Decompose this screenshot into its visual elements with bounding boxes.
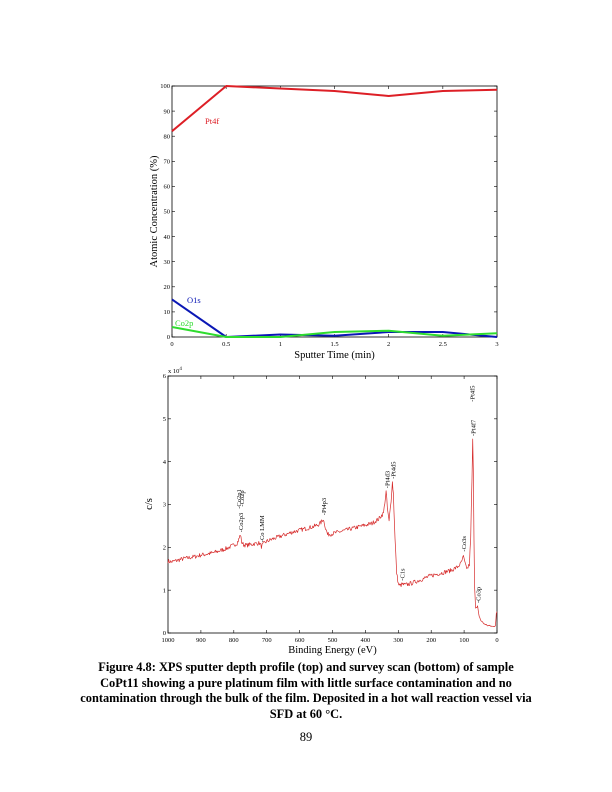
y-tick-label: 2: [163, 545, 166, 552]
series-label-co2p: Co2p: [175, 318, 193, 328]
x-tick-label: 500: [328, 637, 338, 644]
x-tick-label: 400: [361, 637, 371, 644]
y-tick-label: 0: [167, 334, 170, 341]
y-tick-label: 4: [163, 459, 167, 466]
peak-label: -Co2p: [239, 490, 246, 506]
x-axis-label: Binding Energy (eV): [288, 645, 377, 656]
y-tick-label: 40: [164, 234, 171, 241]
y-multiplier-label: x 104: [168, 367, 182, 375]
peak-label: -Co3p: [475, 587, 482, 603]
x-tick-label: 600: [295, 637, 305, 644]
x-tick-label: 2: [387, 341, 390, 348]
peak-label: -Co2p1: [236, 489, 243, 509]
y-tick-label: 90: [164, 108, 171, 115]
y-axis-label: Atomic Concentration (%): [149, 155, 160, 267]
series-label-pt4f: Pt4f: [205, 116, 219, 126]
y-tick-label: 3: [163, 502, 166, 509]
y-tick-label: 6: [163, 373, 167, 380]
peak-label: -Pt4p3: [321, 498, 328, 515]
x-tick-label: 0: [495, 637, 498, 644]
peak-label: -Co LMM: [259, 515, 266, 542]
y-axis-label: c/s: [144, 498, 155, 510]
plot-frame: [167, 375, 498, 634]
x-axis-label: Sputter Time (min): [294, 350, 375, 361]
y-tick-label: 70: [164, 159, 171, 166]
x-tick-label: 0: [170, 341, 173, 348]
x-tick-label: 1000: [162, 637, 175, 644]
x-tick-label: 200: [426, 637, 436, 644]
y-tick-label: 10: [164, 309, 171, 316]
series-label-o1s: O1s: [187, 295, 201, 305]
y-tick-label: 30: [164, 259, 171, 266]
peak-label: -C1s: [399, 568, 406, 581]
x-tick-label: 300: [393, 637, 403, 644]
x-tick-label: 3: [495, 341, 498, 348]
y-tick-label: 50: [164, 209, 171, 216]
y-tick-label: 100: [160, 83, 170, 90]
series-line-co2p: [171, 326, 498, 338]
peak-label: -Pt4d5: [391, 461, 398, 478]
x-tick-label: 1.5: [330, 341, 338, 348]
y-tick-label: 5: [163, 416, 166, 423]
peak-label: -Co3s: [461, 536, 468, 552]
y-tick-label: 0: [163, 630, 166, 637]
y-tick-label: 20: [164, 284, 171, 291]
y-tick-label: 80: [164, 133, 171, 140]
x-tick-label: 100: [459, 637, 469, 644]
y-tick-label: 1: [163, 587, 166, 594]
x-tick-label: 1: [279, 341, 282, 348]
peak-label: -Co2p3: [238, 513, 245, 533]
peak-label: -Pt4f7: [471, 419, 478, 436]
figure-caption: Figure 4.8: XPS sputter depth profile (t…: [80, 660, 532, 721]
series-line-pt4f: [171, 85, 498, 132]
x-tick-label: 700: [262, 637, 272, 644]
peak-label: -Pt4f5: [470, 385, 477, 401]
x-tick-label: 0.5: [222, 341, 230, 348]
survey-spectrum-line: [167, 438, 498, 628]
x-tick-label: 2.5: [439, 341, 447, 348]
y-tick-label: 60: [164, 184, 171, 191]
page-number: 89: [299, 730, 313, 744]
peak-label: -Pt4d3: [384, 471, 391, 488]
x-tick-label: 900: [196, 637, 206, 644]
x-tick-label: 800: [229, 637, 239, 644]
